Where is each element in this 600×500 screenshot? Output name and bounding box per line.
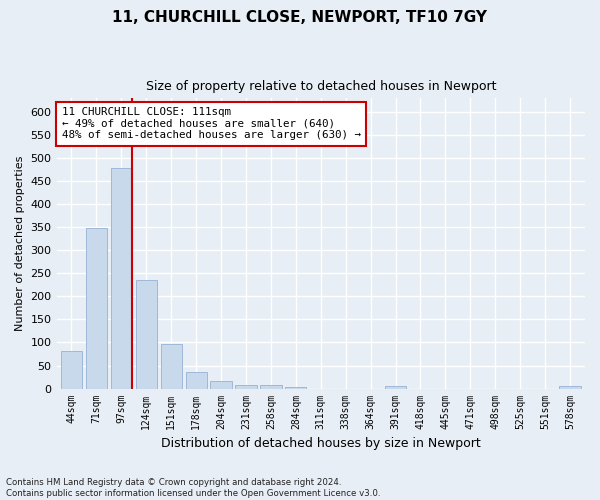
Bar <box>111 168 132 388</box>
Y-axis label: Number of detached properties: Number of detached properties <box>15 156 25 331</box>
Bar <box>260 385 281 388</box>
Bar <box>559 386 581 388</box>
Title: Size of property relative to detached houses in Newport: Size of property relative to detached ho… <box>146 80 496 93</box>
Bar <box>385 386 406 388</box>
X-axis label: Distribution of detached houses by size in Newport: Distribution of detached houses by size … <box>161 437 481 450</box>
Bar <box>61 351 82 389</box>
Bar <box>185 372 207 388</box>
Bar <box>161 344 182 389</box>
Text: 11, CHURCHILL CLOSE, NEWPORT, TF10 7GY: 11, CHURCHILL CLOSE, NEWPORT, TF10 7GY <box>113 10 487 25</box>
Bar <box>136 280 157 388</box>
Bar <box>285 386 307 388</box>
Bar <box>86 228 107 388</box>
Text: Contains HM Land Registry data © Crown copyright and database right 2024.
Contai: Contains HM Land Registry data © Crown c… <box>6 478 380 498</box>
Bar <box>235 385 257 388</box>
Text: 11 CHURCHILL CLOSE: 111sqm
← 49% of detached houses are smaller (640)
48% of sem: 11 CHURCHILL CLOSE: 111sqm ← 49% of deta… <box>62 107 361 140</box>
Bar <box>211 381 232 388</box>
